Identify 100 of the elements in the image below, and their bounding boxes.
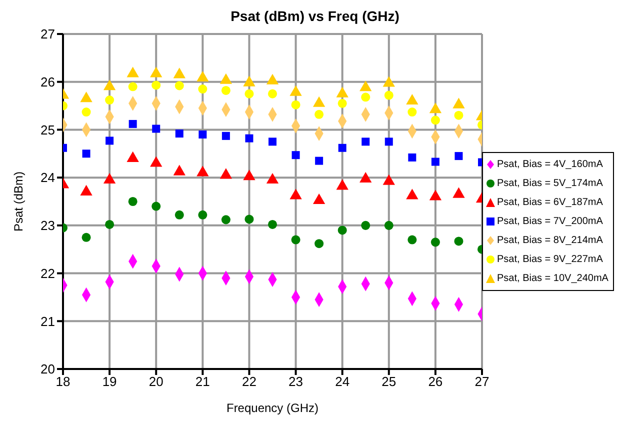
point xyxy=(454,236,464,246)
point xyxy=(173,68,186,78)
point xyxy=(198,84,208,94)
legend-label: Psat, Bias = 7V_200mA xyxy=(497,215,603,229)
point xyxy=(312,96,326,107)
point xyxy=(382,76,395,87)
point xyxy=(454,110,464,120)
x-tick-label: 25 xyxy=(382,374,396,390)
point xyxy=(408,108,417,117)
y-tick-label: 23 xyxy=(40,218,55,234)
point xyxy=(360,172,372,183)
point xyxy=(174,210,184,220)
legend-label: Psat, Bias = 10V_240mA xyxy=(497,272,608,286)
x-tick-label: 26 xyxy=(428,374,443,390)
point xyxy=(315,156,324,165)
point xyxy=(243,76,256,86)
point xyxy=(152,124,160,133)
legend-label: Psat, Bias = 4V_160mA xyxy=(497,158,603,172)
point xyxy=(174,81,184,90)
x-tick-label: 21 xyxy=(195,374,210,390)
point xyxy=(266,74,279,84)
point xyxy=(82,150,90,158)
point xyxy=(430,238,440,247)
point xyxy=(198,210,208,220)
legend-label: Psat, Bias = 9V_227mA xyxy=(497,253,603,267)
point xyxy=(196,71,209,82)
point xyxy=(360,80,372,92)
point xyxy=(291,100,300,110)
point xyxy=(291,235,300,244)
point xyxy=(292,151,300,160)
point xyxy=(221,215,230,224)
point xyxy=(312,194,326,204)
point xyxy=(80,92,92,102)
x-tick-label: 23 xyxy=(288,374,304,390)
point xyxy=(128,120,137,128)
point xyxy=(408,153,416,162)
point xyxy=(314,110,324,119)
point xyxy=(429,102,442,114)
point xyxy=(429,190,442,200)
y-tick-label: 24 xyxy=(40,170,55,186)
point xyxy=(103,80,116,90)
point xyxy=(314,239,324,248)
x-tick-label: 27 xyxy=(474,374,490,390)
y-tick-label: 26 xyxy=(40,74,55,90)
legend-label: Psat, Bias = 5V_174mA xyxy=(497,177,603,191)
point xyxy=(196,166,209,176)
x-tick-label: 18 xyxy=(56,374,70,390)
point xyxy=(106,136,114,145)
point xyxy=(406,94,418,105)
point xyxy=(384,220,394,230)
point xyxy=(173,164,186,176)
y-tick-label: 22 xyxy=(40,266,55,281)
legend-label: Psat, Bias = 6V_187mA xyxy=(497,196,603,210)
x-axis-title: Frequency (GHz) xyxy=(226,401,319,415)
point xyxy=(243,170,256,180)
point xyxy=(384,138,393,146)
x-tick-label: 19 xyxy=(102,374,117,390)
point xyxy=(430,116,440,125)
legend-label: Psat, Bias = 8V_214mA xyxy=(497,234,603,248)
point xyxy=(222,132,230,140)
point xyxy=(245,134,254,142)
point xyxy=(128,196,138,206)
point xyxy=(268,89,278,98)
point xyxy=(408,235,417,244)
x-tick-label: 20 xyxy=(148,374,164,390)
point xyxy=(82,232,91,242)
point xyxy=(384,90,394,100)
point xyxy=(220,73,232,84)
point xyxy=(452,98,465,108)
point xyxy=(290,85,302,96)
point xyxy=(336,86,348,98)
point xyxy=(244,89,254,98)
point xyxy=(221,86,230,95)
y-tick-label: 25 xyxy=(40,122,55,138)
point xyxy=(338,144,346,152)
point xyxy=(338,98,347,108)
point xyxy=(150,156,162,167)
point xyxy=(105,220,114,229)
y-tick-label: 27 xyxy=(40,26,55,42)
point xyxy=(198,130,207,138)
point xyxy=(175,130,184,138)
point xyxy=(362,138,370,146)
point xyxy=(152,202,161,211)
chart-title: Psat (dBm) vs Freq (GHz) xyxy=(230,8,400,24)
point xyxy=(126,66,139,78)
point xyxy=(268,138,276,146)
y-tick-label: 20 xyxy=(40,362,55,377)
point xyxy=(82,108,91,117)
point xyxy=(244,214,254,224)
point xyxy=(361,220,370,230)
point xyxy=(454,152,463,160)
point xyxy=(431,158,440,166)
point xyxy=(336,179,348,190)
point xyxy=(152,80,161,90)
point xyxy=(150,66,162,78)
point xyxy=(128,82,138,92)
point xyxy=(338,226,347,235)
y-axis-title: Psat (dBm) xyxy=(11,171,26,232)
point xyxy=(268,220,278,229)
x-tick-label: 24 xyxy=(335,374,350,390)
